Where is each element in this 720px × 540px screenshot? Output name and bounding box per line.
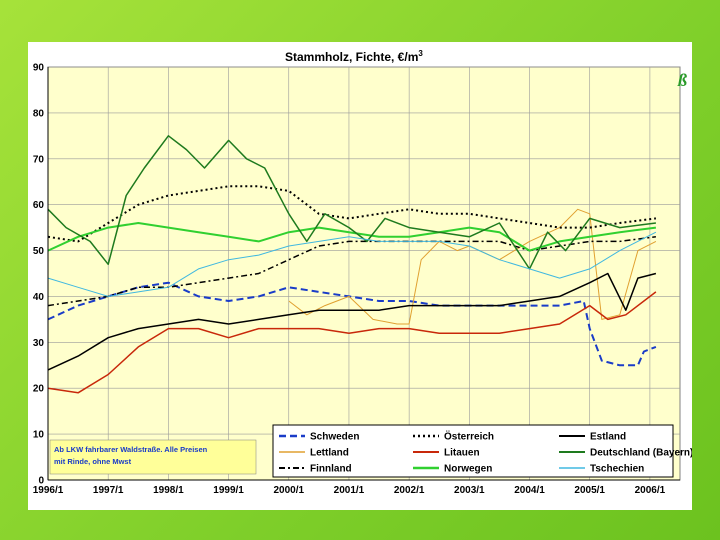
series-line-lettland — [288, 208, 657, 325]
chart-frame: 0 10 20 30 40 50 60 70 80 90 1996/1 1997/1 1998/1 199… — [28, 42, 692, 510]
x-tick-label: 2006/1 — [635, 485, 666, 496]
series-layer — [47, 135, 657, 394]
x-tick-label: 2005/1 — [574, 485, 605, 496]
legend-label-tschechien: Tschechien — [590, 464, 644, 475]
y-tick-label: 20 — [33, 384, 45, 395]
logo-icon: ß — [677, 70, 687, 90]
series-line-tschechien — [47, 231, 657, 297]
x-tick-label: 1999/1 — [213, 485, 244, 496]
y-tick-label: 80 — [33, 108, 45, 119]
chart-title: Stammholz, Fichte, €/m3 — [285, 49, 423, 64]
legend-label-finnland: Finnland — [310, 464, 352, 475]
series-line-norwegen — [47, 222, 657, 252]
note-line-2: mit Rinde, ohne Mwst — [54, 457, 132, 466]
series-line-schweden — [47, 281, 657, 367]
line-chart: 0 10 20 30 40 50 60 70 80 90 1996/1 1997/1 1998/1 199… — [33, 49, 692, 496]
x-tick-label: 1998/1 — [153, 485, 184, 496]
legend-label-lettland: Lettland — [310, 448, 349, 459]
x-tick-label: 1996/1 — [33, 485, 64, 496]
legend-label-österreich: Österreich — [444, 430, 494, 443]
x-tick-label: 2004/1 — [514, 485, 545, 496]
x-tick-label: 2000/1 — [273, 485, 304, 496]
legend-label-schweden: Schweden — [310, 432, 359, 443]
series-line-deutschland-bayern — [47, 135, 656, 270]
y-tick-label: 60 — [33, 200, 45, 211]
legend-box — [272, 424, 674, 478]
series-line-litauen — [47, 291, 657, 394]
legend-label-estland: Estland — [590, 432, 626, 443]
y-tick-label: 50 — [33, 246, 45, 257]
note-box: Ab LKW fahrbarer Waldstraße. Alle Preise… — [49, 439, 257, 475]
plot-area — [47, 66, 681, 481]
x-tick-label: 1997/1 — [93, 485, 124, 496]
x-tick-label: 2002/1 — [394, 485, 425, 496]
series-line-österreich — [47, 185, 657, 243]
y-tick-label: 90 — [33, 63, 45, 74]
y-tick-label: 30 — [33, 338, 45, 349]
legend-label-norwegen: Norwegen — [444, 464, 492, 475]
y-tick-label: 0 — [38, 476, 44, 487]
x-tick-label: 2001/1 — [334, 485, 365, 496]
legend-label-deutschland-bayern: Deutschland (Bayern) — [590, 448, 692, 459]
series-line-finnland — [47, 236, 656, 307]
y-tick-label: 10 — [33, 430, 45, 441]
y-tick-label: 40 — [33, 292, 45, 303]
legend: Schweden Österreich Estland Lettland Litauen… — [272, 424, 692, 478]
x-tick-label: 2003/1 — [454, 485, 485, 496]
y-tick-label: 70 — [33, 154, 45, 165]
legend-label-litauen: Litauen — [444, 448, 480, 459]
axes: 0 10 20 30 40 50 60 70 80 90 1996/1 1997/1 1998/1 199… — [33, 63, 680, 496]
note-line-1: Ab LKW fahrbarer Waldstraße. Alle Preise… — [54, 445, 208, 454]
series-line-estland — [47, 272, 657, 371]
